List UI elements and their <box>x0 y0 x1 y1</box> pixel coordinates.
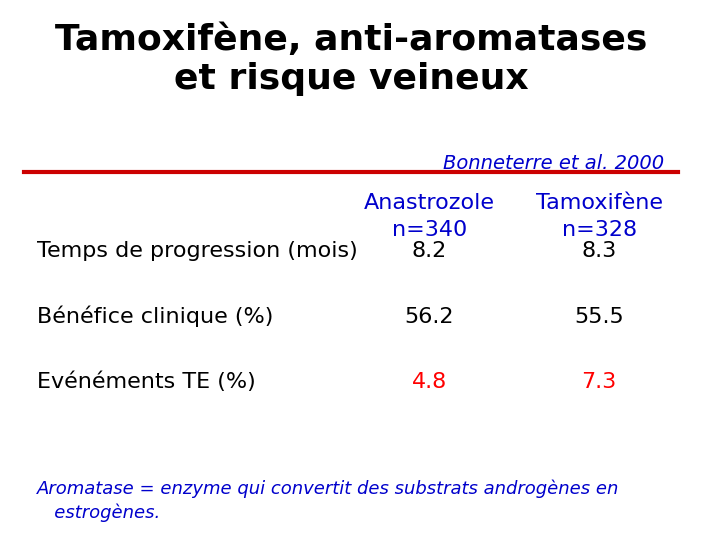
Text: n=340: n=340 <box>392 220 467 240</box>
Text: 56.2: 56.2 <box>405 307 454 327</box>
Text: 8.3: 8.3 <box>582 241 617 261</box>
Text: Tamoxifène: Tamoxifène <box>536 193 662 213</box>
Text: 8.2: 8.2 <box>412 241 447 261</box>
Text: Anastrozole: Anastrozole <box>364 193 495 213</box>
Text: Evénéments TE (%): Evénéments TE (%) <box>37 372 256 393</box>
Text: n=328: n=328 <box>562 220 636 240</box>
Text: 7.3: 7.3 <box>582 372 617 392</box>
Text: Temps de progression (mois): Temps de progression (mois) <box>37 241 358 261</box>
Text: 4.8: 4.8 <box>412 372 447 392</box>
Text: Bonneterre et al. 2000: Bonneterre et al. 2000 <box>444 154 665 173</box>
Text: 55.5: 55.5 <box>575 307 624 327</box>
Text: Aromatase = enzyme qui convertit des substrats androgènes en
   estrogènes.: Aromatase = enzyme qui convertit des sub… <box>37 480 620 522</box>
Text: Tamoxifène, anti-aromatases
et risque veineux: Tamoxifène, anti-aromatases et risque ve… <box>55 23 647 96</box>
Text: Bénéfice clinique (%): Bénéfice clinique (%) <box>37 306 274 327</box>
